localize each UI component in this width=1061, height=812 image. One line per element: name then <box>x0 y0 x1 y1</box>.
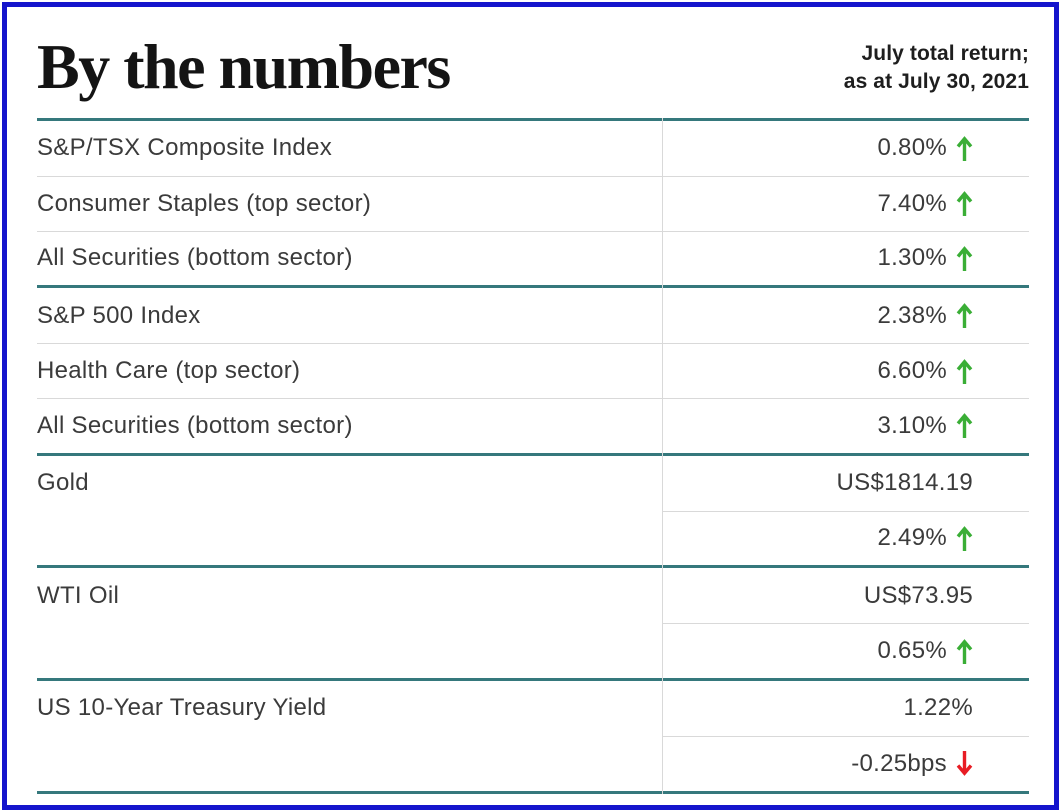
header-subtitle: July total return; as at July 30, 2021 <box>844 40 1029 95</box>
up-arrow-icon <box>956 413 973 439</box>
table-group: Gold US$1814.19 2.49% <box>37 452 1029 566</box>
row-value-text: 0.65% <box>877 637 947 665</box>
row-value: 3.10% <box>662 399 1029 453</box>
row-value-text: 6.60% <box>877 357 947 385</box>
table-row: All Securities (bottom sector) 3.10% <box>37 397 1029 453</box>
up-arrow-icon <box>956 246 973 271</box>
row-value: 6.60% <box>662 344 1029 398</box>
header: By the numbers July total return; as at … <box>37 7 1029 118</box>
up-arrow-icon <box>956 526 973 551</box>
row-value-text: 0.80% <box>877 134 947 162</box>
row-value: -0.25bps <box>662 735 1029 791</box>
row-value: 1.30% <box>662 232 1029 286</box>
up-arrow-icon <box>956 136 973 161</box>
table-row: 0.65% <box>37 623 1029 678</box>
table-row: All Securities (bottom sector) 1.30% <box>37 230 1029 286</box>
row-value-text: 2.38% <box>877 301 947 329</box>
table-group: WTI Oil US$73.95 0.65% <box>37 565 1029 678</box>
subtitle-line-2: as at July 30, 2021 <box>843 69 1029 93</box>
infographic: By the numbers July total return; as at … <box>37 7 1029 805</box>
row-value: 0.80% <box>662 121 1029 176</box>
table-group: S&P 500 Index 2.38% Health Care (top sec… <box>37 285 1029 452</box>
table-row: US 10-Year Treasury Yield 1.22% <box>37 681 1029 736</box>
up-arrow-icon <box>956 303 973 329</box>
row-value-text: 7.40% <box>877 189 947 217</box>
up-arrow-icon <box>956 191 973 217</box>
page-title: By the numbers <box>37 31 451 103</box>
row-value: 2.49% <box>662 510 1029 566</box>
row-value-text: 1.30% <box>877 244 947 272</box>
row-value-text: 1.22% <box>903 694 973 722</box>
table-group: S&P/TSX Composite Index 0.80% Consumer S… <box>37 118 1029 285</box>
row-value-text: -0.25bps <box>851 749 947 777</box>
returns-table: S&P/TSX Composite Index 0.80% Consumer S… <box>37 118 1029 794</box>
table-group: US 10-Year Treasury Yield 1.22% -0.25bps <box>37 677 1029 791</box>
table-row: Health Care (top sector) 6.60% <box>37 343 1029 398</box>
row-value-text: US$73.95 <box>863 581 973 609</box>
table-row: WTI Oil US$73.95 <box>37 568 1029 623</box>
table-row: Gold US$1814.19 <box>37 456 1029 511</box>
column-divider <box>662 118 663 794</box>
row-value: 0.65% <box>662 623 1029 678</box>
up-arrow-icon <box>956 358 973 384</box>
row-label: Consumer Staples (top sector) <box>37 189 372 217</box>
row-value: 1.22% <box>662 681 1029 736</box>
row-value: US$1814.19 <box>662 456 1029 511</box>
table-row: 2.49% <box>37 510 1029 566</box>
row-value: 2.38% <box>662 288 1029 343</box>
up-arrow-icon <box>956 638 973 664</box>
row-value-text: 2.49% <box>877 524 947 552</box>
row-value: US$73.95 <box>662 568 1029 623</box>
row-label: All Securities (bottom sector) <box>37 411 353 439</box>
row-label: WTI Oil <box>37 581 120 609</box>
table-row: -0.25bps <box>37 735 1029 791</box>
row-value-text: US$1814.19 <box>836 469 973 497</box>
row-value-text: 3.10% <box>877 411 947 439</box>
row-label: Health Care (top sector) <box>37 357 301 385</box>
row-label: All Securities (bottom sector) <box>37 244 353 272</box>
row-label: S&P/TSX Composite Index <box>37 134 333 162</box>
table-row: S&P 500 Index 2.38% <box>37 288 1029 343</box>
subtitle-line-1: July total return; <box>861 42 1029 66</box>
row-value: 7.40% <box>662 177 1029 231</box>
row-label: US 10-Year Treasury Yield <box>37 694 327 722</box>
table-row: S&P/TSX Composite Index 0.80% <box>37 121 1029 176</box>
down-arrow-icon <box>956 751 973 776</box>
row-label: S&P 500 Index <box>37 301 201 329</box>
row-label: Gold <box>37 469 89 497</box>
table-row: Consumer Staples (top sector) 7.40% <box>37 175 1029 231</box>
table-bottom-rule <box>37 790 1029 794</box>
table-groups: S&P/TSX Composite Index 0.80% Consumer S… <box>37 118 1029 791</box>
